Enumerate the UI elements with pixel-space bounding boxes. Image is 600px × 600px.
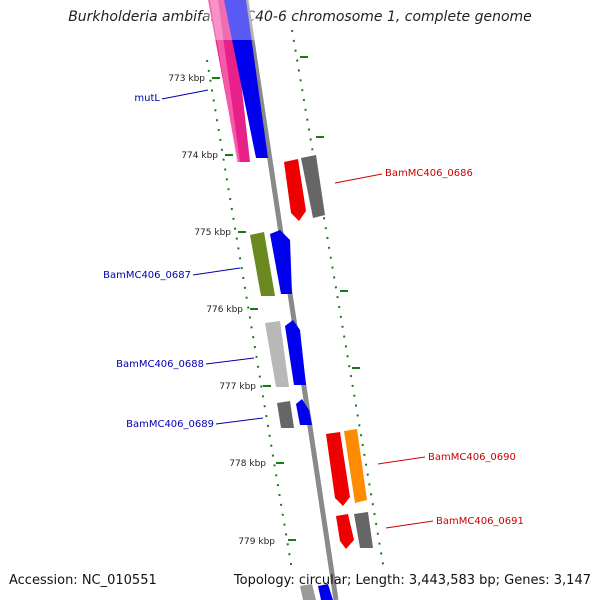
gene-BamMC406_0691[interactable] (336, 512, 373, 549)
right-tick-rail (291, 29, 385, 571)
kbp-label-778: 778 kbp (229, 459, 266, 469)
kbp-label-773: 773 kbp (168, 74, 205, 84)
gene-BamMC406_0687[interactable] (250, 230, 292, 296)
accession-text: Accession: NC_010551 (9, 573, 157, 588)
gene-label-BamMC406_0691[interactable]: BamMC406_0691 (436, 516, 524, 527)
gene-BamMC406_0686[interactable] (284, 155, 325, 221)
gene-label-BamMC406_0689[interactable]: BamMC406_0689 (126, 419, 214, 430)
kbp-label-779: 779 kbp (238, 537, 275, 547)
sequence-backbone (243, 0, 339, 600)
gene-BamMC406_0690[interactable] (326, 429, 367, 506)
gene-BamMC406_0688[interactable] (265, 320, 306, 387)
kbp-label-776: 776 kbp (206, 305, 243, 315)
gene-bottom-partial[interactable] (300, 584, 333, 600)
gene-BamMC406_0689[interactable] (277, 399, 312, 428)
label-leader-lines (161, 89, 434, 529)
kbp-ticks (212, 56, 360, 541)
map-title: Burkholderia ambifaria MC40-6 chromosome… (68, 9, 532, 25)
gene-label-BamMC406_0690[interactable]: BamMC406_0690 (428, 452, 516, 463)
gene-mutL[interactable] (205, 0, 268, 162)
gene-label-mutL[interactable]: mutL (134, 93, 160, 104)
gene-label-BamMC406_0687[interactable]: BamMC406_0687 (103, 270, 191, 281)
gene-label-BamMC406_0686[interactable]: BamMC406_0686 (385, 168, 473, 179)
genome-summary-text: Topology: circular; Length: 3,443,583 bp… (233, 573, 591, 588)
kbp-label-774: 774 kbp (181, 151, 218, 161)
kbp-label-777: 777 kbp (219, 382, 256, 392)
kbp-label-775: 775 kbp (194, 228, 231, 238)
gene-label-BamMC406_0688[interactable]: BamMC406_0688 (116, 359, 204, 370)
left-tick-rail (206, 59, 293, 571)
